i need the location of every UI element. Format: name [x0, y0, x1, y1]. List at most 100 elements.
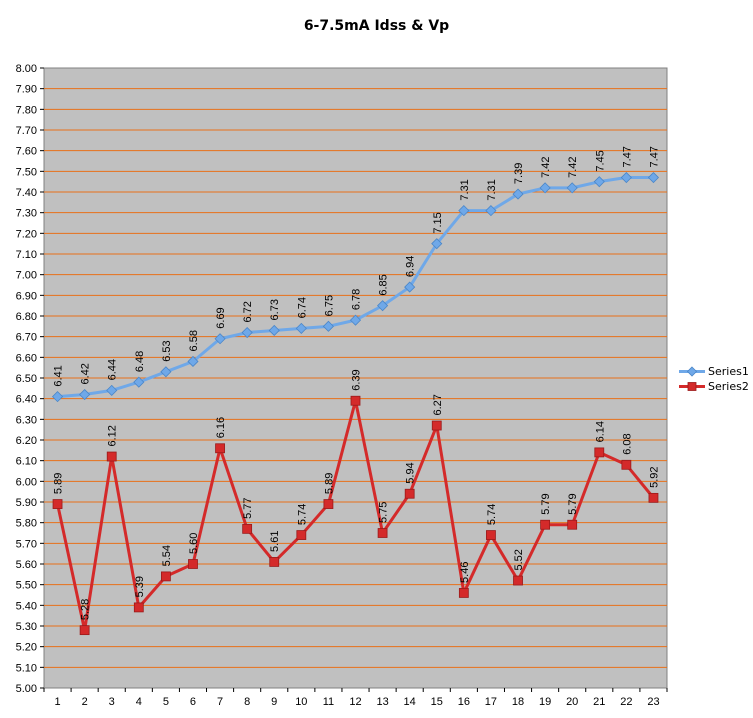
data-label: 7.47 [648, 146, 660, 167]
legend-label-series1: Series1 [708, 365, 749, 378]
data-label: 6.08 [621, 433, 633, 454]
data-label: 7.31 [459, 179, 471, 200]
x-tick-label: 8 [244, 696, 250, 708]
data-point [160, 571, 171, 582]
y-tick-label: 6.90 [16, 290, 37, 302]
y-tick-label: 5.90 [16, 497, 37, 509]
data-label: 6.85 [378, 274, 390, 295]
y-tick-label: 7.50 [16, 166, 37, 178]
y-tick-label: 6.10 [16, 456, 37, 468]
data-point [621, 459, 632, 470]
data-label: 6.72 [242, 301, 254, 322]
x-tick-label: 16 [458, 696, 470, 708]
data-label: 5.61 [269, 531, 281, 552]
x-tick-label: 11 [323, 696, 334, 708]
data-point [485, 205, 497, 217]
data-label: 6.16 [215, 417, 227, 438]
data-label: 6.44 [107, 359, 119, 380]
y-tick-label: 7.90 [16, 84, 37, 96]
y-tick-label: 7.10 [16, 249, 37, 261]
data-label: 7.42 [567, 156, 579, 177]
data-point [404, 281, 416, 293]
data-label: 5.52 [513, 549, 525, 570]
y-tick-label: 7.00 [16, 270, 37, 282]
data-point [160, 366, 172, 378]
x-tick-label: 13 [376, 696, 388, 708]
y-tick-label: 6.50 [16, 373, 37, 385]
data-label: 6.42 [80, 363, 92, 384]
x-tick-label: 6 [190, 696, 196, 708]
data-label: 7.15 [432, 212, 444, 233]
y-tick-label: 7.40 [16, 187, 37, 199]
y-tick-label: 7.30 [16, 208, 37, 220]
data-label: 7.39 [513, 163, 525, 184]
data-label: 5.75 [378, 502, 390, 523]
legend-swatch-series2 [679, 382, 705, 391]
data-point [350, 395, 361, 406]
x-tick-label: 15 [431, 696, 443, 708]
data-point [241, 326, 253, 339]
y-tick-label: 7.80 [16, 104, 37, 116]
data-label: 5.28 [80, 599, 92, 620]
data-label: 6.39 [351, 369, 363, 390]
data-point [268, 324, 280, 337]
x-tick-label: 14 [404, 696, 416, 708]
data-label: 5.54 [161, 545, 173, 566]
data-label: 5.39 [134, 576, 146, 597]
data-label: 6.27 [432, 394, 444, 415]
data-label: 6.73 [269, 299, 281, 320]
data-point [512, 188, 524, 200]
data-label: 6.48 [134, 351, 146, 372]
data-point [296, 530, 307, 540]
data-point [79, 388, 91, 401]
data-point [567, 519, 578, 530]
y-tick-label: 7.20 [16, 228, 37, 240]
x-tick-label: 4 [136, 696, 142, 708]
data-label: 5.89 [53, 473, 65, 494]
x-tick-label: 5 [163, 696, 169, 708]
data-label: 5.79 [567, 493, 579, 514]
data-point [269, 557, 280, 567]
data-point [377, 300, 389, 312]
x-tick-label: 7 [217, 696, 223, 708]
y-tick-label: 7.70 [16, 125, 37, 137]
legend-item-series1: Series1 [678, 364, 749, 379]
data-point [214, 333, 226, 345]
data-point [458, 205, 470, 217]
data-label: 6.75 [323, 295, 335, 316]
y-tick-label: 6.80 [16, 311, 37, 323]
data-point [295, 322, 307, 334]
legend: Series1 Series2 [678, 364, 749, 394]
x-tick-label: 10 [295, 696, 307, 708]
data-label: 5.46 [459, 562, 471, 583]
data-label: 7.31 [486, 179, 498, 200]
data-point [323, 499, 334, 509]
y-tick-label: 5.20 [16, 642, 37, 654]
data-point [215, 443, 225, 454]
y-tick-label: 7.60 [16, 146, 37, 158]
data-point [566, 182, 578, 194]
x-tick-label: 20 [566, 696, 578, 708]
data-point [593, 176, 605, 188]
y-tick-label: 5.00 [16, 683, 37, 695]
data-point [458, 588, 469, 598]
y-tick-label: 5.80 [16, 518, 37, 530]
y-tick-label: 6.40 [16, 394, 37, 406]
x-tick-label: 17 [485, 696, 497, 708]
data-label: 5.60 [188, 533, 200, 554]
data-label: 7.47 [621, 146, 633, 167]
y-tick-label: 5.50 [16, 580, 37, 592]
x-tick-label: 22 [620, 696, 632, 708]
data-point [322, 320, 334, 332]
data-point [513, 575, 523, 586]
x-tick-label: 3 [109, 696, 115, 708]
data-point [594, 447, 605, 458]
y-tick-label: 8.00 [16, 63, 37, 75]
x-tick-label: 2 [82, 696, 88, 708]
legend-item-series2: Series2 [678, 379, 749, 394]
data-point [539, 182, 551, 194]
data-label: 5.92 [648, 466, 660, 487]
data-point [540, 519, 551, 530]
legend-swatch-series1 [679, 366, 705, 377]
